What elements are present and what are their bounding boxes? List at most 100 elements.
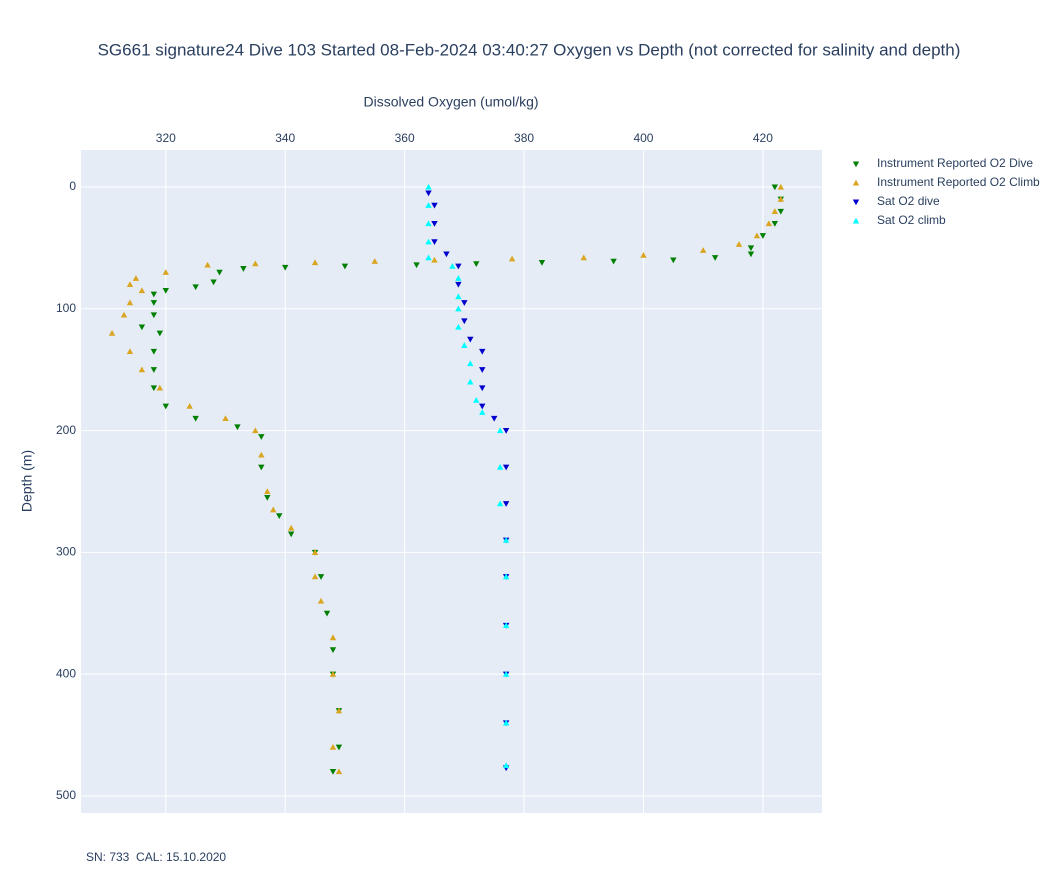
data-point	[431, 202, 438, 209]
y-tick-label: 0	[69, 179, 76, 193]
data-point	[156, 330, 164, 337]
x-tick-label: 380	[514, 131, 534, 145]
marks	[108, 183, 785, 775]
data-point	[258, 434, 265, 440]
data-point	[496, 463, 504, 470]
legend-label[interactable]: Sat O2 climb	[877, 213, 946, 227]
data-point	[479, 409, 486, 415]
data-point	[311, 573, 319, 580]
data-point	[777, 196, 785, 202]
data-point	[150, 348, 158, 355]
data-point	[317, 574, 325, 580]
data-point	[252, 260, 259, 267]
y-tick-label: 200	[56, 423, 76, 437]
x-axis-title: Dissolved Oxygen (umol/kg)	[363, 94, 538, 110]
data-point	[150, 367, 158, 373]
data-point	[610, 258, 617, 265]
data-point	[479, 348, 486, 355]
data-point	[287, 524, 295, 531]
data-point	[276, 513, 283, 520]
data-point	[138, 366, 146, 373]
data-point	[455, 323, 462, 330]
data-point	[467, 378, 474, 385]
data-point	[210, 279, 217, 286]
x-tick-label: 340	[275, 131, 295, 145]
legend-marker[interactable]	[852, 199, 860, 206]
legend: Instrument Reported O2 Dive Instrument Re…	[852, 156, 1040, 227]
data-point	[252, 427, 259, 434]
data-point	[777, 208, 785, 215]
data-point	[335, 768, 343, 775]
data-point	[759, 233, 767, 239]
data-point	[479, 385, 486, 392]
data-point	[670, 257, 677, 264]
data-point	[186, 403, 193, 409]
data-point	[162, 287, 169, 294]
data-point	[502, 762, 510, 769]
data-point	[502, 537, 510, 543]
data-point	[264, 495, 271, 501]
data-point	[150, 300, 158, 306]
data-point	[538, 259, 546, 266]
legend-marker[interactable]	[852, 217, 860, 224]
legend-marker[interactable]	[852, 179, 860, 186]
data-point	[264, 488, 271, 495]
data-point	[132, 275, 140, 281]
grid	[81, 150, 822, 813]
data-point	[711, 255, 719, 261]
data-point	[502, 501, 510, 507]
data-point	[270, 506, 277, 513]
data-point	[282, 264, 289, 271]
x-tick-label: 420	[753, 131, 773, 145]
data-point	[502, 573, 510, 580]
data-point	[461, 342, 468, 348]
legend-marker[interactable]	[852, 161, 860, 168]
data-point	[431, 220, 438, 227]
data-point	[771, 184, 779, 191]
data-point	[449, 262, 456, 269]
data-point	[431, 239, 438, 246]
plot-area	[81, 150, 822, 813]
data-point	[162, 403, 169, 410]
data-point	[425, 254, 432, 261]
data-point	[341, 263, 349, 270]
data-point	[258, 451, 265, 458]
data-point	[413, 262, 420, 269]
data-point	[443, 251, 450, 258]
data-point	[580, 254, 587, 261]
data-point	[502, 719, 510, 726]
data-point	[126, 348, 134, 354]
data-point	[753, 232, 761, 239]
data-point	[162, 269, 169, 275]
x-tick-label: 360	[395, 131, 415, 145]
data-point	[502, 622, 510, 629]
data-point	[126, 281, 134, 288]
legend-label[interactable]: Instrument Reported O2 Dive	[877, 156, 1033, 170]
data-point	[777, 183, 785, 190]
data-point	[204, 261, 211, 268]
data-point	[765, 220, 773, 227]
data-point	[192, 415, 199, 422]
data-point	[323, 610, 331, 617]
data-point	[329, 670, 337, 677]
data-point	[258, 464, 265, 471]
legend-label[interactable]: Sat O2 dive	[877, 194, 940, 208]
data-point	[425, 190, 432, 197]
data-point	[502, 464, 510, 471]
data-point	[771, 220, 779, 227]
data-point	[473, 261, 480, 267]
data-point	[222, 415, 229, 421]
y-tick-label: 300	[56, 545, 76, 559]
data-point	[126, 299, 134, 306]
data-point	[479, 367, 486, 373]
data-point	[216, 269, 223, 276]
data-point	[508, 255, 516, 262]
data-point	[747, 251, 755, 258]
data-point	[335, 707, 343, 714]
data-point	[496, 427, 504, 434]
legend-label[interactable]: Instrument Reported O2 Climb	[877, 175, 1040, 189]
data-point	[455, 281, 462, 288]
data-point	[120, 311, 128, 318]
data-point	[467, 336, 474, 343]
data-point	[461, 300, 468, 306]
